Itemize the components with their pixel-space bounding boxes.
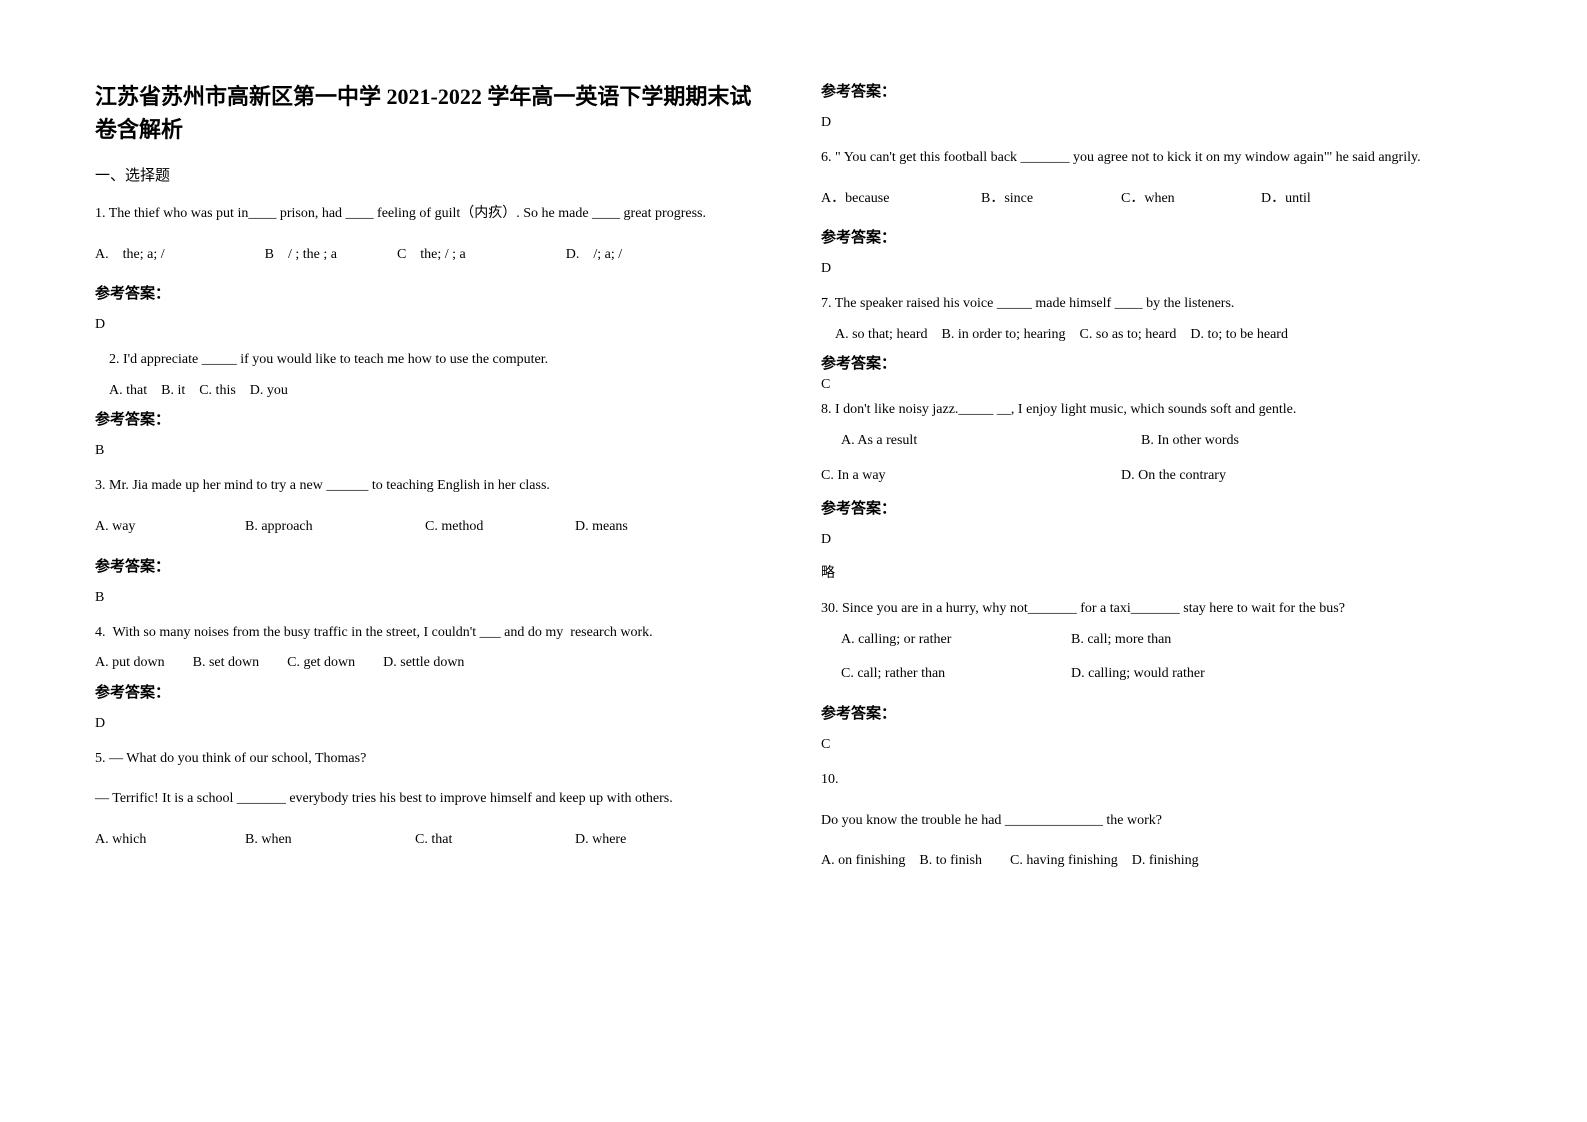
question-3-text: 3. Mr. Jia made up her mind to try a new…	[95, 473, 766, 500]
question-9-options-row1: A. calling; or rather B. call; more than	[821, 627, 1492, 654]
q3-opt-c: C. method	[425, 514, 575, 541]
q8-note: 略	[821, 562, 1492, 582]
q3-opt-d: D. means	[575, 514, 628, 541]
q9-opt-a: A. calling; or rather	[841, 627, 1071, 654]
q8-opt-a: A. As a result	[841, 428, 1141, 455]
page-title: 江苏省苏州市高新区第一中学 2021-2022 学年高一英语下学期期末试卷含解析	[95, 80, 766, 146]
q4-answer: D	[95, 716, 766, 732]
q9-opt-b: B. call; more than	[1071, 627, 1171, 654]
question-10-options: A. on finishing B. to finish C. having f…	[821, 848, 1492, 875]
question-8-text: 8. I don't like noisy jazz._____ __, I e…	[821, 397, 1492, 424]
q7-answer: C	[821, 377, 1492, 393]
q5-opt-c: C. that	[415, 827, 575, 854]
q3-answer: B	[95, 590, 766, 606]
question-10-text: Do you know the trouble he had _________…	[821, 808, 1492, 835]
question-9-options-row2: C. call; rather than D. calling; would r…	[821, 661, 1492, 688]
q9-answer-label: 参考答案：	[821, 702, 1492, 723]
question-8-options-row1: A. As a result B. In other words	[821, 428, 1492, 455]
q8-opt-c: C. In a way	[821, 463, 1121, 490]
q8-opt-d: D. On the contrary	[1121, 463, 1226, 490]
q5-opt-b: B. when	[245, 827, 415, 854]
left-column: 江苏省苏州市高新区第一中学 2021-2022 学年高一英语下学期期末试卷含解析…	[95, 80, 766, 1042]
question-8-options-row2: C. In a way D. On the contrary	[821, 463, 1492, 490]
question-5-line2: — Terrific! It is a school _______ every…	[95, 786, 766, 813]
question-2-text: 2. I'd appreciate _____ if you would lik…	[95, 347, 766, 374]
q9-answer: C	[821, 737, 1492, 753]
q2-answer: B	[95, 443, 766, 459]
q3-opt-b: B. approach	[245, 514, 425, 541]
q1-answer: D	[95, 317, 766, 333]
q5-opt-d: D. where	[575, 827, 626, 854]
q6-opt-d: D．until	[1261, 186, 1311, 213]
q6-opt-c: C．when	[1121, 186, 1261, 213]
q6-answer-label: 参考答案：	[821, 226, 1492, 247]
q3-answer-label: 参考答案：	[95, 555, 766, 576]
q1-opt-b: B / ; the ; a	[265, 242, 337, 269]
q8-opt-b: B. In other words	[1141, 428, 1239, 455]
q6-opt-a: A．because	[821, 186, 981, 213]
q4-answer-label: 参考答案：	[95, 681, 766, 702]
q6-opt-b: B．since	[981, 186, 1121, 213]
question-9-text: 30. Since you are in a hurry, why not___…	[821, 596, 1492, 623]
q5-answer-label: 参考答案：	[821, 80, 1492, 101]
q8-answer: D	[821, 532, 1492, 548]
question-10-num: 10.	[821, 767, 1492, 794]
q7-answer-label: 参考答案：	[821, 352, 1492, 373]
question-5-line1: 5. — What do you think of our school, Th…	[95, 746, 766, 773]
q6-answer: D	[821, 261, 1492, 277]
q5-answer: D	[821, 115, 1492, 131]
question-1-options: A. the; a; / B / ; the ; a C the; / ; a …	[95, 242, 766, 269]
right-column: 参考答案： D 6. " You can't get this football…	[821, 80, 1492, 1042]
q3-opt-a: A. way	[95, 514, 245, 541]
section-heading: 一、选择题	[95, 164, 766, 185]
q9-opt-d: D. calling; would rather	[1071, 661, 1205, 688]
question-4-options: A. put down B. set down C. get down D. s…	[95, 650, 766, 677]
q1-answer-label: 参考答案：	[95, 282, 766, 303]
question-4-text: 4. With so many noises from the busy tra…	[95, 620, 766, 647]
question-2-options: A. that B. it C. this D. you	[95, 378, 766, 405]
question-3-options: A. way B. approach C. method D. means	[95, 514, 766, 541]
q8-answer-label: 参考答案：	[821, 497, 1492, 518]
question-6-text: 6. " You can't get this football back __…	[821, 145, 1492, 172]
question-7-options: A. so that; heard B. in order to; hearin…	[821, 322, 1492, 349]
q1-opt-a: A. the; a; /	[95, 242, 165, 269]
q9-opt-c: C. call; rather than	[841, 661, 1071, 688]
q2-answer-label: 参考答案：	[95, 408, 766, 429]
question-6-options: A．because B．since C．when D．until	[821, 186, 1492, 213]
q5-opt-a: A. which	[95, 827, 245, 854]
q1-opt-d: D. /; a; /	[566, 242, 622, 269]
question-5-options: A. which B. when C. that D. where	[95, 827, 766, 854]
question-7-text: 7. The speaker raised his voice _____ ma…	[821, 291, 1492, 318]
q1-opt-c: C the; / ; a	[397, 242, 466, 269]
question-1-text: 1. The thief who was put in____ prison, …	[95, 201, 766, 228]
